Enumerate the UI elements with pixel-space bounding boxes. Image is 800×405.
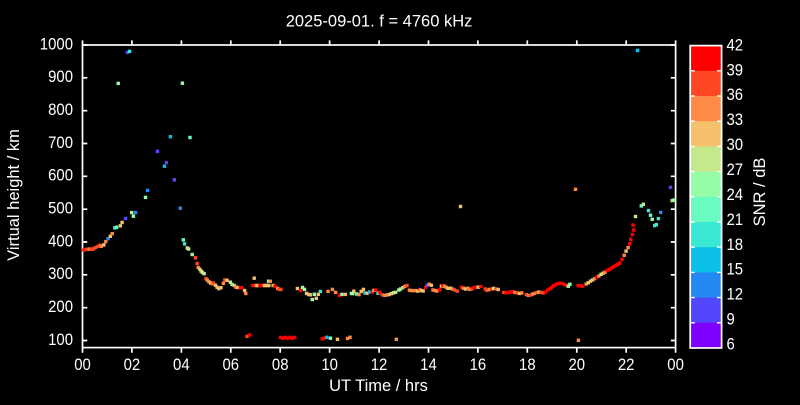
svg-text:27: 27 xyxy=(727,161,744,179)
svg-text:33: 33 xyxy=(727,111,744,129)
svg-text:1000: 1000 xyxy=(40,35,73,53)
svg-text:20: 20 xyxy=(568,356,585,374)
svg-text:42: 42 xyxy=(727,36,744,54)
svg-text:600: 600 xyxy=(48,167,73,185)
svg-text:00: 00 xyxy=(74,356,91,374)
svg-text:36: 36 xyxy=(727,86,744,104)
svg-text:18: 18 xyxy=(519,356,536,374)
svg-text:06: 06 xyxy=(222,356,239,374)
svg-text:30: 30 xyxy=(727,136,744,154)
svg-text:900: 900 xyxy=(48,68,73,86)
svg-text:Virtual height / km: Virtual height / km xyxy=(5,129,23,261)
svg-text:16: 16 xyxy=(470,356,487,374)
svg-text:18: 18 xyxy=(727,236,744,254)
svg-text:SNR / dB: SNR / dB xyxy=(751,158,769,227)
svg-text:22: 22 xyxy=(618,356,635,374)
svg-text:100: 100 xyxy=(48,331,73,349)
svg-text:21: 21 xyxy=(727,211,744,229)
svg-text:700: 700 xyxy=(48,134,73,152)
svg-text:9: 9 xyxy=(727,311,735,329)
svg-text:00: 00 xyxy=(667,356,684,374)
svg-text:2025-09-01. f = 4760 kHz: 2025-09-01. f = 4760 kHz xyxy=(286,13,473,31)
svg-text:UT Time / hrs: UT Time / hrs xyxy=(329,377,428,395)
svg-text:6: 6 xyxy=(727,335,735,353)
svg-text:08: 08 xyxy=(272,356,289,374)
svg-text:200: 200 xyxy=(48,298,73,316)
svg-text:800: 800 xyxy=(48,101,73,119)
svg-text:24: 24 xyxy=(727,186,744,204)
svg-text:15: 15 xyxy=(727,261,744,279)
svg-text:500: 500 xyxy=(48,199,73,217)
svg-text:12: 12 xyxy=(371,356,388,374)
svg-text:04: 04 xyxy=(173,356,190,374)
svg-text:14: 14 xyxy=(420,356,437,374)
svg-text:39: 39 xyxy=(727,61,744,79)
svg-text:12: 12 xyxy=(727,286,744,304)
svg-text:10: 10 xyxy=(321,356,338,374)
svg-text:400: 400 xyxy=(48,232,73,250)
svg-text:02: 02 xyxy=(124,356,141,374)
svg-text:300: 300 xyxy=(48,265,73,283)
